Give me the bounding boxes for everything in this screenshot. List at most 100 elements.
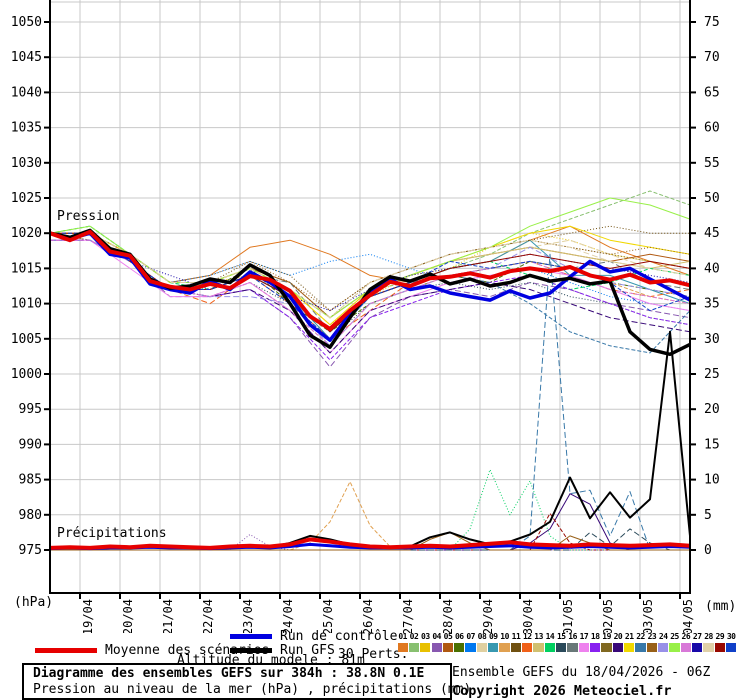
member-number: 17 [579,632,589,641]
member-strip-cell: 10 [499,631,510,652]
member-number: 09 [488,632,498,641]
member-number: 16 [568,632,577,641]
svg-text:19/04: 19/04 [81,599,95,633]
member-number: 18 [590,632,600,641]
member-color-swatch [567,643,578,652]
member-number: 22 [636,632,645,641]
svg-text:985: 985 [19,473,42,488]
chart-subtitle: Pression au niveau de la mer (hPa) , pré… [33,682,472,697]
member-strip-cell: 16 [567,631,578,652]
member-strip-cell: 17 [578,631,590,652]
member-number: 10 [500,632,509,641]
member-color-swatch [420,643,431,652]
precip-section-label: Précipitations [57,526,167,541]
member-number: 03 [421,632,430,641]
member-strip-cell: 09 [488,631,499,652]
member-number: 26 [681,632,691,641]
svg-text:1000: 1000 [11,367,42,382]
svg-text:65: 65 [704,85,720,100]
member-color-swatch [658,643,669,652]
member-strip-cell: 13 [533,631,544,652]
svg-text:30/04: 30/04 [521,599,535,633]
member-strip-cell: 25 [669,631,680,652]
member-color-swatch [612,643,624,652]
gfs-legend-label: Run GFS [280,643,335,658]
member-strip-cell: 14 [544,631,556,652]
member-strip-cell: 08 [476,631,488,652]
member-number: 13 [534,632,543,641]
member-color-swatch [408,643,420,652]
member-number: 30 [726,632,736,641]
svg-text:02/05: 02/05 [601,599,615,633]
member-strip-cell: 28 [703,631,714,652]
svg-text:10: 10 [704,473,720,488]
svg-text:975: 975 [19,543,42,558]
svg-text:70: 70 [704,50,720,65]
member-strip-cell: 12 [522,631,533,652]
control-legend-label: Run de contrôle [280,629,398,644]
svg-text:1005: 1005 [11,332,42,347]
svg-text:29/04: 29/04 [481,599,495,633]
member-number: 14 [545,632,555,641]
svg-text:25: 25 [704,367,720,382]
svg-text:1040: 1040 [11,85,42,100]
member-strip-cell: 23 [646,631,658,652]
svg-text:22/04: 22/04 [201,599,215,633]
member-number: 12 [522,632,532,641]
member-strip-cell: 05 [442,631,454,652]
member-strip-cell: 11 [510,631,522,652]
member-number: 04 [432,632,441,641]
member-number: 28 [704,632,713,641]
member-number: 27 [692,632,702,641]
member-color-swatch [397,643,408,652]
member-strip-cell: 07 [465,631,476,652]
member-strip-cell: 27 [692,631,703,652]
member-color-swatch [522,643,533,652]
member-strip-cell: 21 [624,631,635,652]
svg-text:27/04: 27/04 [401,599,415,633]
member-color-swatch [714,643,725,652]
member-number: 24 [658,632,668,641]
member-color-swatch [556,643,567,652]
svg-text:75: 75 [704,15,720,30]
member-number: 02 [409,632,419,641]
member-number: 07 [466,632,475,641]
svg-text:26/04: 26/04 [361,599,375,633]
svg-text:1010: 1010 [11,297,42,312]
member-color-swatch [646,643,658,652]
member-number: 05 [443,632,453,641]
member-color-swatch [442,643,454,652]
member-color-swatch [692,643,703,652]
svg-text:5: 5 [704,508,712,523]
mean-line-swatch [35,648,97,653]
perts-count-label: 30 Perts. [338,647,409,662]
svg-text:1050: 1050 [11,15,42,30]
pressure-section-label: Pression [57,209,120,224]
member-color-swatch [680,643,692,652]
chart-title-box: Diagramme des ensembles GEFS sur 384h : … [22,663,472,700]
member-color-swatch [465,643,476,652]
chart-title: Diagramme des ensembles GEFS sur 384h : … [33,666,425,681]
svg-text:0: 0 [704,543,712,558]
member-number: 19 [602,632,611,641]
member-strip-cell: 24 [658,631,669,652]
svg-text:23/04: 23/04 [241,599,255,633]
svg-text:1045: 1045 [11,50,42,65]
svg-text:45: 45 [704,226,720,241]
member-color-swatch [601,643,612,652]
ensemble-chart: 1050 1045 1040 1035 1030 1025 1020 1015 1010 1005… [11,0,720,635]
run-info-label: Ensemble GEFS du 18/04/2026 - 06Z [452,665,711,680]
control-line-swatch [230,634,272,639]
svg-text:28/04: 28/04 [441,599,455,633]
svg-text:995: 995 [19,402,42,417]
svg-text:1020: 1020 [11,226,42,241]
svg-text:21/04: 21/04 [161,599,175,633]
member-strip-cell: 26 [680,631,692,652]
member-color-swatch [431,643,442,652]
member-number: 23 [647,632,657,641]
member-color-swatch [499,643,510,652]
svg-text:25/04: 25/04 [321,599,335,633]
member-strip-cell: 04 [431,631,442,652]
svg-text:03/05: 03/05 [641,599,655,633]
